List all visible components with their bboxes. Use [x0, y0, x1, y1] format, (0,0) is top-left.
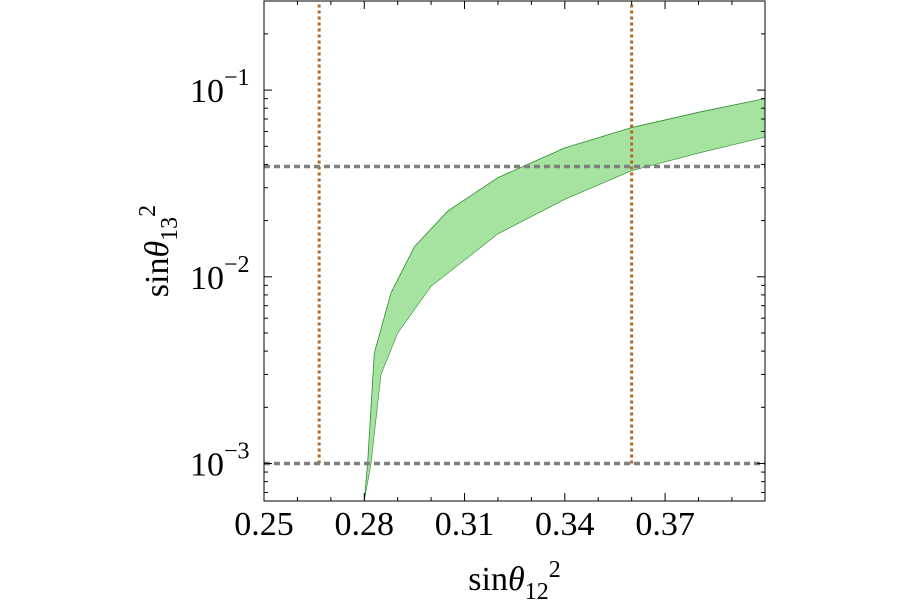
allowed-region-band: [364, 98, 765, 501]
y-tick-exponent: −1: [224, 65, 250, 91]
band-lower-edge: [364, 136, 766, 502]
y-axis-title-sub: 13: [157, 217, 183, 241]
y-tick-base: 10: [190, 447, 224, 484]
x-axis-title-base: sin: [468, 561, 508, 598]
x-axis-title: sinθ122: [468, 557, 560, 600]
y-axis-title-base: sin: [139, 258, 176, 298]
y-tick-exponent: −2: [224, 252, 250, 278]
x-axis-title-sub: 12: [525, 579, 549, 600]
x-tick-label: 0.28: [335, 506, 395, 543]
reference-lines: [264, 1, 765, 466]
y-tick-base: 10: [190, 260, 224, 297]
plot-frame: [263, 0, 766, 502]
x-tick-label: 0.37: [635, 506, 695, 543]
x-axis-title-sup: 2: [549, 557, 561, 583]
x-tick-label: 0.31: [435, 506, 495, 543]
y-tick-label: 10−2: [190, 252, 250, 297]
y-tick-label: 10−3: [190, 439, 250, 484]
y-axis-title: sinθ132: [135, 205, 183, 297]
x-axis-title-theta: θ: [508, 561, 525, 598]
y-tick-label: 10−1: [190, 65, 250, 110]
band-layer: [363, 98, 766, 502]
band-upper-edge: [363, 98, 766, 502]
y-tick-exponent: −3: [224, 439, 250, 465]
y-tick-base: 10: [190, 73, 224, 110]
y-axis-title-sup: 2: [135, 205, 161, 217]
x-tick-label: 0.34: [535, 506, 595, 543]
x-tick-label: 0.25: [234, 506, 294, 543]
y-axis-title-theta: θ: [139, 241, 176, 258]
